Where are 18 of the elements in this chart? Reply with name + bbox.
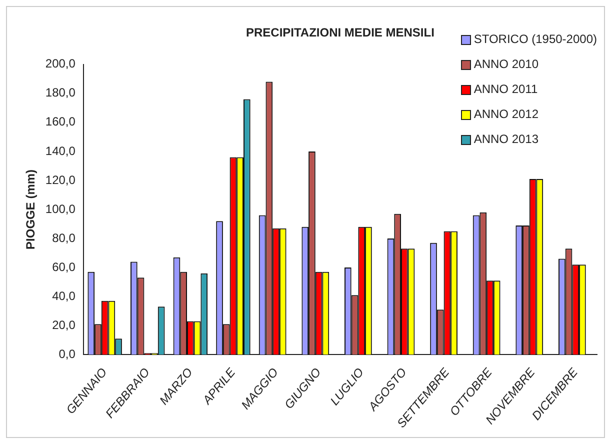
y-tick-label: 0,0 — [58, 346, 76, 361]
y-tick-label: 100,0 — [45, 202, 76, 216]
y-tick-label: 60,0 — [52, 260, 76, 274]
y-tick-label: 180,0 — [45, 86, 76, 100]
y-axis-title: PIOGGE (mm) — [24, 169, 38, 250]
y-tick-label: 200,0 — [45, 56, 76, 71]
y-tick-label: 120,0 — [45, 172, 76, 187]
legend-label: ANNO 2012 — [474, 106, 539, 123]
y-tick-label: 80,0 — [52, 230, 76, 245]
y-tick-label: 20,0 — [52, 318, 76, 332]
y-tick-label: 40,0 — [52, 288, 76, 303]
legend-label: ANNO 2010 — [474, 56, 539, 73]
legend-label: STORICO (1950-2000) — [474, 31, 597, 48]
legend-label: ANNO 2013 — [474, 131, 539, 148]
chart-title: PRECIPITAZIONI MEDIE MENSILI — [246, 26, 434, 40]
y-tick-label: 160,0 — [45, 114, 76, 129]
y-tick-label: 140,0 — [45, 144, 76, 158]
legend-label: ANNO 2011 — [474, 81, 538, 98]
